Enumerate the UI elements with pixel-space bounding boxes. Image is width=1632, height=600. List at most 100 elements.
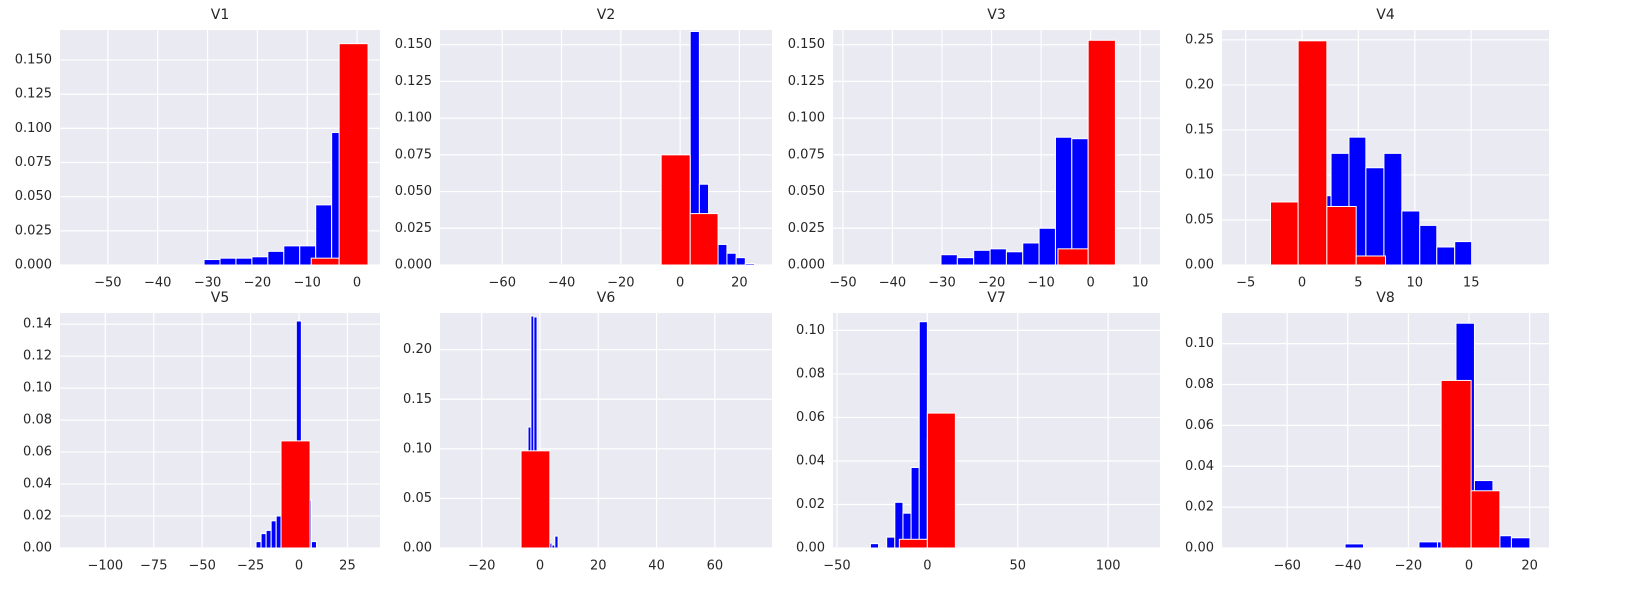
x-tick-label: −30	[928, 276, 955, 291]
histogram-bar	[1005, 251, 1024, 266]
histogram-bar	[1355, 255, 1386, 266]
histogram-bar	[203, 259, 221, 266]
y-tick-label: 0.08	[1185, 377, 1214, 392]
y-tick-label: 0.125	[395, 74, 432, 89]
y-tick-label: 0.06	[23, 445, 52, 460]
x-tick-label: −10	[294, 276, 321, 291]
y-tick-label: 0.00	[796, 541, 825, 556]
y-tick-label: 0.08	[796, 366, 825, 381]
histogram-bar	[1510, 537, 1531, 549]
x-tick-label: 40	[648, 559, 665, 574]
histogram-bar	[1470, 490, 1501, 549]
y-tick-label: 0.000	[15, 258, 52, 273]
y-tick-label: 0.00	[1185, 258, 1214, 273]
histogram-bar	[310, 541, 317, 549]
x-tick-label: −100	[87, 559, 123, 574]
histogram-bar	[918, 321, 928, 549]
y-tick-label: 0.100	[395, 111, 432, 126]
x-tick-label: −40	[879, 276, 906, 291]
histogram-bar	[251, 256, 269, 266]
x-tick-label: 0	[1465, 559, 1473, 574]
histogram-bar	[940, 254, 958, 266]
x-tick-label: 0	[536, 559, 544, 574]
x-tick-label: 5	[1354, 276, 1362, 291]
y-tick-label: 0.000	[788, 258, 825, 273]
histogram-bar	[310, 257, 340, 266]
subplot: 0.000 0.025 0.050 0.075 0.100 0.125 0.150 −60 −4…	[395, 7, 772, 291]
subplot: 0.000 0.025 0.050 0.075 0.100 0.125 0.150 −50 −4…	[15, 7, 380, 291]
histogram-bar	[989, 248, 1007, 266]
histogram-bar	[1401, 210, 1421, 266]
histogram-bar	[726, 252, 737, 266]
histogram-bar	[554, 535, 559, 549]
histogram-bar	[1344, 543, 1365, 549]
y-tick-label: 0.02	[1185, 500, 1214, 515]
y-tick-label: 0.08	[23, 413, 52, 428]
y-tick-label: 0.06	[796, 410, 825, 425]
x-tick-label: −50	[823, 559, 850, 574]
histogram-bar	[956, 257, 975, 266]
y-tick-label: 0.05	[1185, 212, 1214, 227]
subplot-title: V7	[987, 290, 1005, 306]
subplot-title: V5	[211, 290, 229, 306]
y-tick-label: 0.025	[788, 221, 825, 236]
x-tick-label: 0	[676, 276, 684, 291]
y-tick-label: 0.15	[403, 392, 432, 407]
histogram-bar	[315, 204, 333, 266]
y-tick-label: 0.150	[395, 37, 432, 52]
x-tick-label: −40	[548, 276, 575, 291]
x-tick-label: 100	[1096, 559, 1121, 574]
histogram-bar	[265, 529, 272, 549]
histogram-bar	[1365, 167, 1385, 266]
y-tick-label: 0.10	[403, 441, 432, 456]
histogram-bar	[1440, 379, 1472, 549]
subplot: 0.00 0.02 0.04 0.06 0.08 0.10 −50 0 50 100 V7	[796, 290, 1160, 574]
y-tick-label: 0.04	[796, 453, 825, 468]
subplot-title: V1	[211, 7, 229, 23]
histogram-bar	[1269, 201, 1299, 266]
histogram-bar	[1071, 138, 1089, 266]
subplot-title: V2	[597, 7, 615, 23]
histogram-bar	[267, 250, 285, 266]
histogram-bar	[1022, 242, 1040, 266]
y-tick-label: 0.100	[15, 121, 52, 136]
y-tick-label: 0.050	[788, 184, 825, 199]
y-tick-label: 0.10	[796, 323, 825, 338]
histogram-bar	[280, 440, 311, 549]
y-tick-label: 0.02	[23, 509, 52, 524]
histogram-bar	[520, 450, 551, 549]
histogram-bar	[283, 245, 301, 266]
x-tick-label: −25	[237, 559, 264, 574]
x-tick-label: −30	[194, 276, 221, 291]
x-tick-label: −75	[140, 559, 167, 574]
y-tick-label: 0.025	[395, 221, 432, 236]
y-tick-label: 0.125	[788, 74, 825, 89]
histogram-bar	[1383, 152, 1403, 266]
subplot-title: V8	[1376, 290, 1394, 306]
x-tick-label: −40	[1334, 559, 1361, 574]
x-tick-label: 20	[1521, 559, 1538, 574]
histogram-bar	[1418, 541, 1438, 549]
x-tick-label: −20	[1395, 559, 1422, 574]
histogram-bar	[1057, 248, 1089, 266]
y-tick-label: 0.075	[395, 147, 432, 162]
y-tick-label: 0.06	[1185, 418, 1214, 433]
x-tick-label: 0	[1298, 276, 1306, 291]
y-tick-label: 0.20	[1185, 77, 1214, 92]
subplot-title: V6	[597, 290, 616, 306]
histogram-bar	[270, 520, 277, 549]
subplot: 0.00 0.02 0.04 0.06 0.08 0.10 −60 −40 −20 0 20 V8	[1185, 290, 1549, 574]
histogram-bar	[926, 412, 956, 549]
x-tick-label: −60	[1273, 559, 1300, 574]
y-tick-label: 0.150	[15, 53, 52, 68]
y-tick-label: 0.15	[1185, 122, 1214, 137]
subplot: 0.00 0.05 0.10 0.15 0.20 0.25 −5 0 5 10 15 V4	[1185, 7, 1549, 291]
subplot: 0.00 0.05 0.10 0.15 0.20 −20 0 20 40 60 V6	[403, 290, 772, 574]
y-tick-label: 0.000	[395, 258, 432, 273]
x-tick-label: 0	[295, 559, 303, 574]
x-tick-label: −20	[244, 276, 271, 291]
x-tick-label: −10	[1027, 276, 1054, 291]
histogram-bar	[235, 257, 253, 266]
subplot: 0.00 0.02 0.04 0.06 0.08 0.10 0.12 0.14 −100 −75 −…	[23, 290, 380, 574]
histogram-bar	[338, 43, 369, 266]
